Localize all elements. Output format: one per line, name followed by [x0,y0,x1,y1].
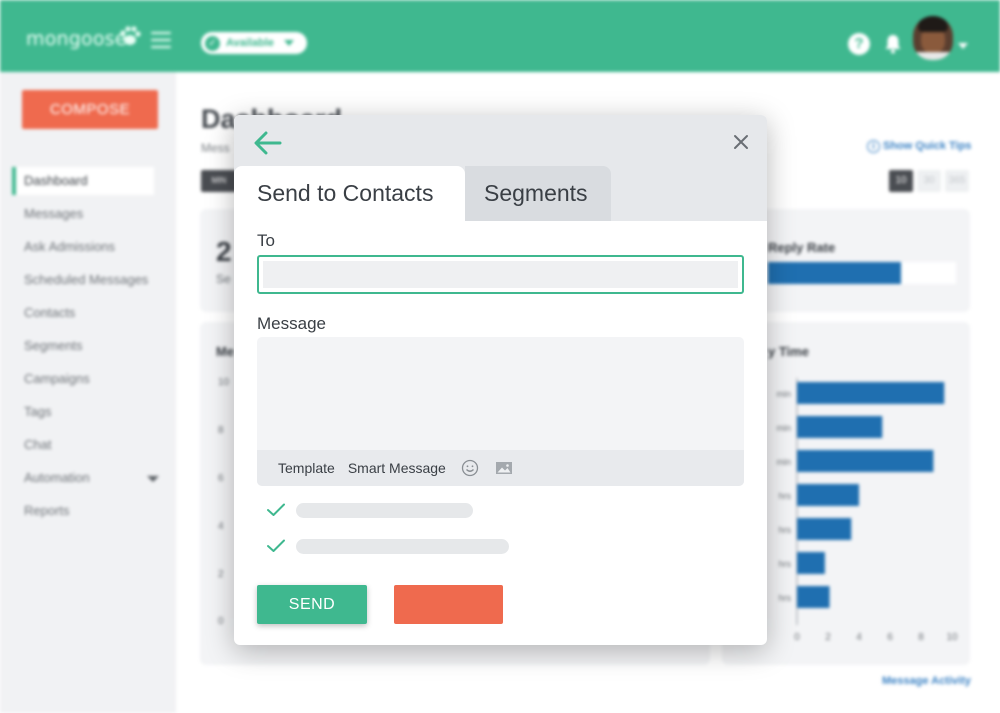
to-field[interactable] [263,261,738,288]
sidebar-item-contacts[interactable]: Contacts [24,305,76,320]
sidebar-item-campaigns[interactable]: Campaigns [24,371,90,386]
message-label: Message [257,314,326,333]
help-icon[interactable]: ? [848,33,870,55]
check-icon[interactable] [266,502,286,518]
show-quick-tips-link[interactable]: i Show Quick Tips [867,140,971,153]
filter-chip[interactable]: MIN [201,170,237,192]
sidebar-item-tags[interactable]: Tags [24,404,52,419]
response-time-bar [797,518,852,540]
category-label: hrs [778,593,791,603]
y-tick-label: 0 [218,616,224,627]
to-field-wrapper [257,255,744,294]
response-time-bar [797,552,825,574]
cancel-button[interactable] [394,585,503,624]
availability-label: Available [226,37,274,49]
x-tick-label: 4 [856,632,862,643]
sidebar-item-reports[interactable]: Reports [24,503,70,518]
range-button-30[interactable]: 30 [917,170,941,192]
chevron-down-icon [283,40,294,46]
category-label: hrs [778,559,791,569]
y-tick-label: 4 [218,521,224,532]
menu-icon[interactable] [151,32,171,48]
reply-rate-title: Reply Rate [768,240,836,255]
chevron-down-icon[interactable] [958,43,968,49]
category-label: hrs [778,525,791,535]
top-bar: mongoose ✓ Available ? [0,0,1000,72]
response-time-title: y Time [768,344,809,359]
stat-value: 2 [216,236,232,267]
y-tick-label: 6 [218,473,224,484]
bell-icon[interactable] [884,34,902,54]
page-subtitle: Mess [201,141,230,155]
smart-message-button[interactable]: Smart Message [347,460,446,476]
avatar[interactable] [913,16,953,60]
y-tick-label: 2 [218,569,224,580]
back-arrow-icon[interactable] [252,129,284,157]
emoji-icon[interactable] [461,459,479,477]
x-tick-label: 0 [794,632,800,643]
availability-dropdown[interactable]: ✓ Available [201,32,307,54]
sidebar-item-scheduled-messages[interactable]: Scheduled Messages [24,272,149,287]
x-tick-label: 8 [918,632,924,643]
tab-send-to-contacts[interactable]: Send to Contacts [234,166,465,221]
image-icon[interactable] [495,459,513,477]
paw-logo-icon [120,26,141,45]
message-composer: Template Smart Message [257,337,744,486]
response-time-bar [797,484,859,506]
x-tick-label: 2 [825,632,831,643]
message-toolbar: Template Smart Message [257,450,744,486]
quick-tips-label: Show Quick Tips [883,140,972,152]
compose-button[interactable]: COMPOSE [22,90,158,129]
category-label: hrs [778,491,791,501]
response-time-bar [797,416,883,438]
x-tick-label: 10 [946,632,958,643]
sidebar-item-messages[interactable]: Messages [24,206,84,221]
send-button[interactable]: SEND [257,585,367,624]
response-time-chart: min min min hrs hrs hrs hrs 0 2 4 6 8 10 [776,378,958,643]
logo: mongoose [26,28,127,50]
sidebar-item-automation[interactable]: Automation [12,464,162,497]
chevron-down-icon [147,476,159,482]
check-icon: ✓ [205,35,220,51]
option-row [266,502,473,518]
info-icon: i [867,140,880,153]
send-message-modal: Send to Contacts Segments To Message Tem… [234,115,767,645]
category-label: min [776,389,791,399]
response-time-bar [797,586,830,608]
response-time-bar [797,382,945,404]
option-label-placeholder [296,538,509,554]
range-button-365[interactable]: 365 [945,170,969,192]
y-tick-label: 8 [218,425,224,436]
y-tick-label: 10 [218,377,230,388]
range-button-10[interactable]: 10 [889,170,913,192]
option-row [266,538,509,554]
check-icon[interactable] [266,538,286,554]
message-textarea[interactable] [257,337,744,450]
to-label: To [257,231,275,250]
sidebar-nav: Dashboard Messages Ask Admissions Schedu… [12,167,162,530]
x-tick-label: 6 [887,632,893,643]
tab-segments[interactable]: Segments [465,166,611,221]
category-label: min [776,457,791,467]
close-icon[interactable] [731,132,751,152]
category-label: min [776,423,791,433]
stat-label: Se [216,272,231,286]
messages-chart-title: Me [216,344,235,359]
sidebar-item-dashboard[interactable]: Dashboard [12,167,154,195]
sidebar-item-segments[interactable]: Segments [24,338,83,353]
template-button[interactable]: Template [278,460,335,476]
sidebar-item-ask-admissions[interactable]: Ask Admissions [24,239,116,254]
message-activity-link[interactable]: Message Activity [882,675,971,687]
sidebar-item-chat[interactable]: Chat [24,437,52,452]
response-time-bar [797,450,934,472]
reply-rate-bar [768,262,901,284]
sidebar-item-label: Automation [24,470,90,485]
option-label-placeholder [296,502,473,518]
